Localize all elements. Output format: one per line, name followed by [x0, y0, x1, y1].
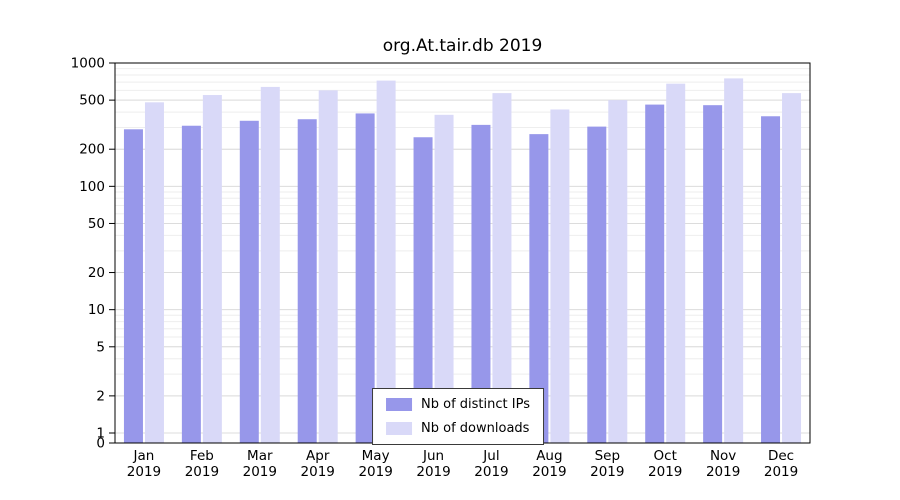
x-tick-label-month-sep: Sep: [595, 448, 620, 464]
legend-label-downloads: Nb of downloads: [421, 421, 530, 436]
x-tick-label-year-jul: 2019: [474, 464, 508, 480]
x-tick-label-year-apr: 2019: [301, 464, 335, 480]
bar-downloads-jul: [492, 93, 512, 443]
x-tick-label-year-dec: 2019: [764, 464, 798, 480]
bar-distinct-ips-apr: [297, 119, 317, 444]
bar-downloads-mar: [260, 86, 280, 443]
bar-distinct-ips-oct: [645, 104, 665, 443]
y-tick-label-50: 50: [88, 216, 105, 232]
bar-distinct-ips-may: [355, 113, 375, 443]
y-tick-label-20: 20: [88, 265, 105, 281]
legend: Nb of distinct IPs Nb of downloads: [372, 388, 544, 445]
y-tick-label-200: 200: [79, 142, 105, 158]
x-tick-label-year-nov: 2019: [706, 464, 740, 480]
y-tick-label-1000: 1000: [71, 56, 105, 72]
bar-downloads-nov: [724, 78, 744, 443]
bar-distinct-ips-mar: [239, 120, 259, 443]
y-tick-label-2: 2: [96, 388, 105, 404]
bar-distinct-ips-dec: [761, 116, 781, 443]
x-tick-label-month-feb: Feb: [190, 448, 214, 464]
legend-label-distinct-ips: Nb of distinct IPs: [421, 397, 530, 412]
x-tick-label-year-mar: 2019: [243, 464, 277, 480]
x-tick-label-month-jan: Jan: [133, 448, 155, 464]
y-tick-label-1: 1: [96, 426, 105, 442]
bar-distinct-ips-jul: [471, 124, 491, 443]
x-tick-label-month-mar: Mar: [247, 448, 273, 464]
chart-title: org.At.tair.db 2019: [382, 36, 543, 56]
bar-distinct-ips-nov: [703, 105, 723, 444]
legend-swatch-distinct-ips: [386, 398, 413, 411]
x-tick-label-month-nov: Nov: [710, 448, 736, 464]
y-tick-label-100: 100: [79, 179, 105, 195]
bar-distinct-ips-jun: [413, 137, 433, 443]
x-tick-label-year-jan: 2019: [127, 464, 161, 480]
bar-downloads-aug: [550, 109, 570, 444]
x-tick-label-month-jun: Jun: [422, 448, 444, 464]
y-tick-label-500: 500: [79, 93, 105, 109]
x-tick-label-year-sep: 2019: [590, 464, 624, 480]
bar-downloads-oct: [666, 83, 686, 444]
y-tick-label-5: 5: [96, 339, 105, 355]
bar-distinct-ips-aug: [529, 134, 549, 444]
y-tick-label-10: 10: [88, 302, 105, 318]
x-tick-label-year-jun: 2019: [416, 464, 450, 480]
legend-item-downloads: Nb of downloads: [386, 421, 530, 436]
x-tick-label-month-aug: Aug: [536, 448, 562, 464]
bar-downloads-jan: [144, 102, 164, 443]
bar-downloads-feb: [202, 95, 222, 443]
bar-distinct-ips-jan: [123, 129, 143, 443]
x-tick-label-month-apr: Apr: [306, 448, 330, 464]
bar-downloads-apr: [318, 90, 338, 444]
bar-downloads-dec: [782, 93, 802, 443]
y-tick-label-0: 0: [96, 436, 105, 452]
legend-item-distinct-ips: Nb of distinct IPs: [386, 397, 530, 412]
bar-downloads-sep: [608, 100, 628, 444]
x-tick-label-month-oct: Oct: [654, 448, 677, 464]
x-tick-label-year-feb: 2019: [185, 464, 219, 480]
bar-downloads-may: [376, 80, 396, 444]
bar-distinct-ips-feb: [181, 125, 201, 443]
x-tick-label-month-may: May: [362, 448, 390, 464]
x-tick-label-month-jul: Jul: [482, 448, 499, 464]
x-tick-label-year-aug: 2019: [532, 464, 566, 480]
legend-swatch-downloads: [386, 422, 413, 435]
x-tick-label-year-oct: 2019: [648, 464, 682, 480]
x-tick-label-month-dec: Dec: [768, 448, 794, 464]
bar-distinct-ips-sep: [587, 126, 607, 443]
x-tick-label-year-may: 2019: [358, 464, 392, 480]
bar-downloads-jun: [434, 114, 454, 443]
